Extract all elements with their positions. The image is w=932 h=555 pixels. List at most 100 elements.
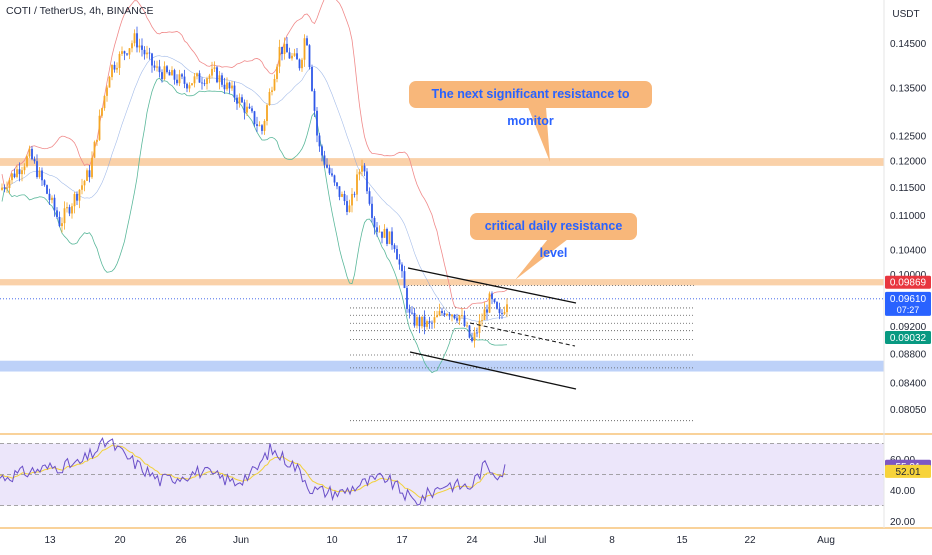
time-tick-label: Jun xyxy=(233,535,249,546)
interval-label[interactable]: 4h xyxy=(89,5,101,17)
candle-body xyxy=(483,309,486,321)
candle-body xyxy=(438,311,441,316)
candle-body xyxy=(401,264,403,272)
candle-body xyxy=(351,193,353,206)
price-tick-label: 0.13500 xyxy=(890,83,927,94)
candle-body xyxy=(308,45,311,68)
candle-body xyxy=(166,66,168,73)
candle-body xyxy=(326,164,328,168)
candle-body xyxy=(498,308,501,314)
candle-body xyxy=(306,38,308,46)
time-tick-label: 24 xyxy=(466,535,478,546)
candle-body xyxy=(248,106,251,109)
candle-body xyxy=(26,156,28,167)
candle-body xyxy=(128,48,131,55)
candle-body xyxy=(233,85,236,98)
candle-body xyxy=(211,68,213,76)
candle-body xyxy=(38,170,41,178)
candle-body xyxy=(406,288,408,309)
time-tick-label: 15 xyxy=(676,535,688,546)
exchange-label: BINANCE xyxy=(106,5,154,17)
candle-body xyxy=(171,70,173,76)
candle-body xyxy=(503,312,506,314)
candle-body xyxy=(393,245,396,250)
candle-body xyxy=(426,321,428,327)
candle-body xyxy=(376,227,378,232)
price-tick-label: 0.08050 xyxy=(890,405,927,416)
candle-body xyxy=(226,82,228,90)
candle-body xyxy=(98,115,101,140)
candle-body xyxy=(271,90,273,92)
candle-body xyxy=(33,159,36,162)
candle-body xyxy=(63,208,66,224)
candle-body xyxy=(108,77,111,88)
candle-body xyxy=(8,180,11,189)
candle-body xyxy=(13,173,16,178)
candle-body xyxy=(283,43,286,55)
candle-body xyxy=(333,175,336,183)
candle-body xyxy=(413,312,416,326)
price-tick-label: 0.11000 xyxy=(890,211,926,222)
candle-body xyxy=(148,52,151,54)
badge-value: 0.09032 xyxy=(890,333,927,344)
candle-body xyxy=(176,79,178,84)
candle-body xyxy=(88,170,91,178)
candle-body xyxy=(378,231,381,233)
time-tick-label: Aug xyxy=(817,535,835,546)
candle-body xyxy=(436,315,438,318)
time-tick-label: 20 xyxy=(114,535,126,546)
time-tick-label: 22 xyxy=(744,535,756,546)
candle-body xyxy=(371,203,373,218)
candle-body xyxy=(141,45,143,50)
candle-body xyxy=(446,314,448,316)
badge-3 xyxy=(885,331,931,345)
candle-body xyxy=(196,73,198,77)
candle-body xyxy=(23,166,26,171)
candle-body xyxy=(31,148,33,160)
candle-body xyxy=(121,51,123,54)
candle-body xyxy=(323,155,326,165)
candle-body xyxy=(163,66,166,80)
candle-body xyxy=(423,316,426,327)
candle-body xyxy=(336,182,338,187)
candle-body xyxy=(338,186,341,197)
candle-body xyxy=(231,85,233,89)
candle-body xyxy=(251,108,253,112)
candle-body xyxy=(188,85,191,89)
candle-body xyxy=(223,84,226,90)
candle-body xyxy=(383,229,386,238)
candle-body xyxy=(28,148,31,157)
candle-body xyxy=(93,141,96,158)
candle-body xyxy=(11,173,13,181)
candle-body xyxy=(276,66,278,79)
candle-body xyxy=(273,78,276,91)
candle-body xyxy=(216,67,218,83)
candle-body xyxy=(331,173,333,176)
badge-2 xyxy=(885,291,931,316)
candle-body xyxy=(346,201,348,212)
symbol-label[interactable]: COTI / TetherUS xyxy=(6,5,84,17)
candle-body xyxy=(66,207,68,209)
candle-body xyxy=(321,146,323,156)
candle-body xyxy=(201,82,203,84)
candle-body xyxy=(478,320,481,333)
time-tick-label: 26 xyxy=(175,535,187,546)
price-tick-label: 0.09200 xyxy=(890,322,927,333)
resistance-zone-1 xyxy=(0,158,884,166)
time-tick-label: Jul xyxy=(534,535,547,546)
candle-body xyxy=(228,82,231,89)
candle-body xyxy=(466,325,468,327)
candle-body xyxy=(411,312,413,314)
candle-body xyxy=(421,316,423,327)
candle-body xyxy=(288,52,291,59)
candle-body xyxy=(193,76,196,84)
rsi-line xyxy=(0,437,506,506)
badge-value: 0.09610 xyxy=(890,294,927,305)
candle-body xyxy=(71,206,73,214)
candle-body xyxy=(348,205,351,212)
candle-body xyxy=(356,174,358,195)
candle-body xyxy=(83,180,86,186)
badge-5 xyxy=(885,464,931,478)
